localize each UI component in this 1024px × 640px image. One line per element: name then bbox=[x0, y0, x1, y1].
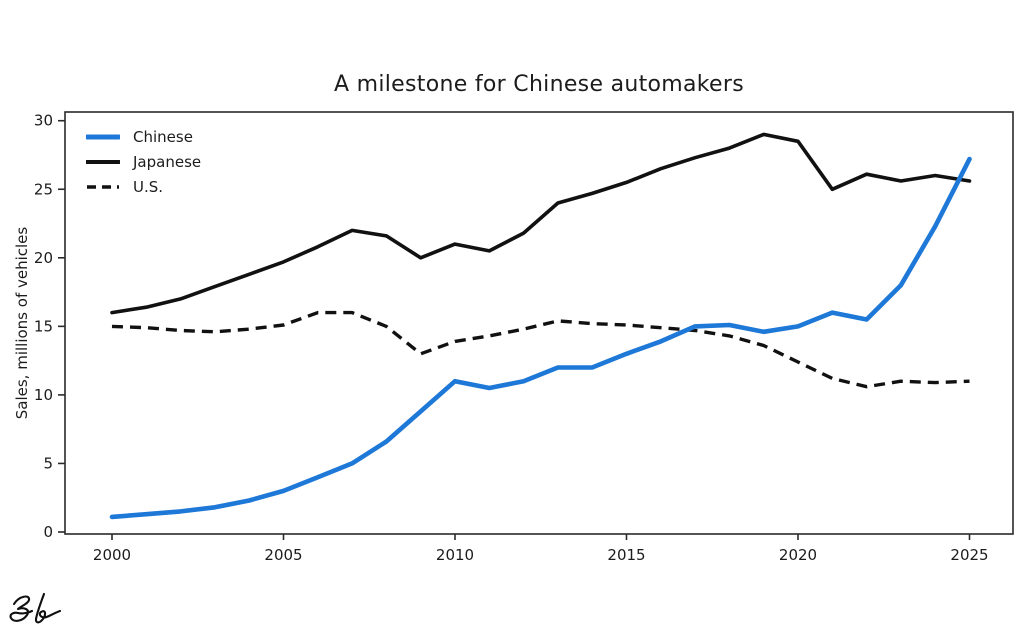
series-line-us bbox=[111, 310, 970, 389]
legend-swatch-chinese-line bbox=[86, 134, 120, 139]
legend-item-chinese: Chinese bbox=[86, 124, 201, 149]
legend-label-chinese: Chinese bbox=[133, 127, 193, 146]
chart-legend: Chinese Japanese U.S. bbox=[86, 124, 201, 199]
x-tick-label: 2025 bbox=[950, 546, 988, 564]
x-tick-label: 2020 bbox=[779, 546, 817, 564]
series-line-chinese bbox=[109, 156, 972, 520]
y-tick-label: 0 bbox=[43, 523, 53, 541]
x-tick-label: 2000 bbox=[93, 546, 131, 564]
legend-item-japanese: Japanese bbox=[86, 149, 201, 174]
legend-swatch-us-dashed-line bbox=[87, 184, 119, 189]
legend-item-us: U.S. bbox=[86, 174, 201, 199]
series-line-japanese bbox=[110, 132, 972, 315]
y-tick-label: 10 bbox=[34, 386, 53, 404]
y-tick-label: 20 bbox=[34, 249, 53, 267]
x-tick-label: 2015 bbox=[607, 546, 645, 564]
axes-frame bbox=[64, 111, 1014, 535]
legend-swatch-japanese-line bbox=[86, 159, 120, 164]
chart-title: A milestone for Chinese automakers bbox=[333, 72, 744, 97]
y-tick-label: 30 bbox=[34, 112, 53, 130]
y-axis: 0 5 10 15 20 25 30 bbox=[34, 112, 65, 541]
legend-label-japanese: Japanese bbox=[133, 152, 202, 171]
y-tick-label: 25 bbox=[34, 180, 53, 198]
legend-label-us: U.S. bbox=[133, 177, 164, 196]
y-tick-label: 5 bbox=[43, 454, 53, 472]
signature bbox=[9, 592, 62, 624]
x-axis: 2000 2005 2010 2015 2020 2025 bbox=[93, 534, 989, 564]
x-tick-label: 2010 bbox=[436, 546, 474, 564]
x-tick-label: 2005 bbox=[264, 546, 302, 564]
y-tick-label: 15 bbox=[34, 317, 53, 335]
